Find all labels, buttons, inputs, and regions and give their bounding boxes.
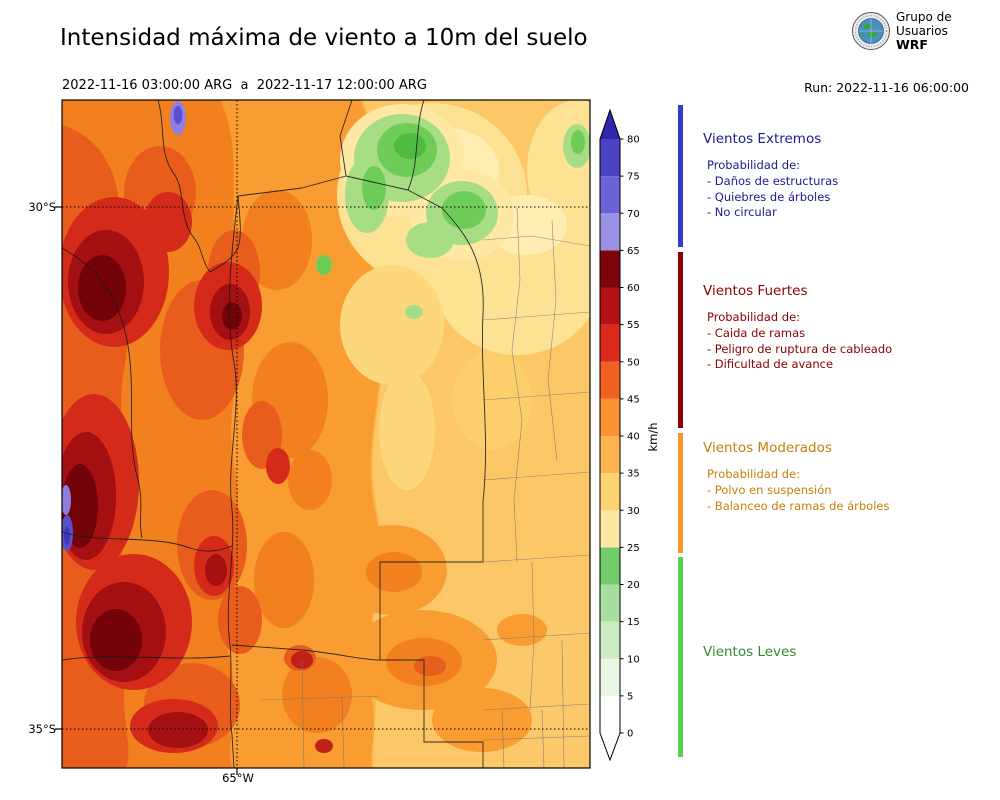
wrf-users-group-logo: Grupo de Usuarios WRF [851, 10, 952, 52]
svg-text:75: 75 [627, 172, 640, 183]
svg-text:60: 60 [627, 283, 640, 294]
svg-text:70: 70 [627, 209, 640, 220]
valid-period: 2022-11-16 03:00:00 ARG a 2022-11-17 12:… [62, 78, 427, 93]
run-timestamp: Run: 2022-11-16 06:00:00 [804, 80, 969, 95]
axis-ticks [55, 206, 238, 775]
svg-text:30: 30 [627, 506, 640, 517]
page-title: Intensidad máxima de viento a 10m del su… [60, 25, 588, 51]
svg-text:5: 5 [627, 691, 633, 702]
svg-text:25: 25 [627, 543, 640, 554]
department-boundaries [261, 207, 590, 768]
province-boundaries [62, 100, 486, 768]
legend-category-fuertes: Vientos Fuertes Probabilidad de: - Caida… [703, 283, 995, 373]
graticule-dotted-lines [62, 100, 590, 768]
category-title: Vientos Fuertes [703, 283, 808, 299]
category-probabilities: Probabilidad de: - Polvo en suspensión -… [703, 467, 995, 514]
logo-line-2: Usuarios [896, 23, 948, 38]
wind-intensity-map [55, 99, 591, 775]
probability-item: - No circular [707, 205, 777, 220]
moderate-winds-bar [678, 433, 683, 553]
strong-winds-bar [678, 252, 683, 428]
legend-category-extremos: Vientos Extremos Probabilidad de: - Daño… [703, 131, 995, 221]
probability-heading: Probabilidad de: [707, 467, 801, 481]
legend-category-leves: Vientos Leves [703, 644, 995, 660]
extreme-winds-bar [678, 105, 683, 247]
category-probabilities: Probabilidad de: - Caida de ramas - Peli… [703, 310, 995, 373]
svg-text:50: 50 [627, 357, 640, 368]
category-title: Vientos Leves [703, 644, 797, 660]
map-border [61, 99, 591, 769]
probability-item: - Peligro de ruptura de cableado [707, 341, 893, 356]
category-title: Vientos Extremos [703, 131, 822, 147]
probability-heading: Probabilidad de: [707, 158, 801, 172]
probability-item: - Daños de estructuras [707, 173, 839, 188]
svg-text:55: 55 [627, 320, 640, 331]
svg-text:80: 80 [627, 135, 640, 146]
category-probabilities: Probabilidad de: - Daños de estructuras … [703, 158, 995, 221]
svg-text:15: 15 [627, 617, 640, 628]
probability-item: - Polvo en suspensión [707, 482, 832, 497]
lat-label-30s: 30°S [28, 200, 56, 214]
probability-item: - Dificultad de avance [707, 357, 834, 372]
colorbar: 0 5 10 15 20 25 30 35 40 45 50 55 60 65 70 75 80 [599, 108, 640, 762]
probability-heading: Probabilidad de: [707, 310, 801, 324]
logo-line-3: WRF [896, 37, 928, 52]
light-winds-bar [678, 557, 683, 757]
lon-label-65w: 65°W [222, 771, 254, 785]
svg-text:40: 40 [627, 432, 640, 443]
svg-text:45: 45 [627, 394, 640, 405]
category-title: Vientos Moderados [703, 440, 832, 456]
svg-text:65: 65 [627, 246, 640, 257]
wind-field-contours [62, 100, 590, 768]
globe-icon [852, 12, 890, 51]
logo-line-1: Grupo de [896, 10, 952, 24]
probability-item: - Balanceo de ramas de árboles [707, 498, 890, 513]
lat-label-35s: 35°S [28, 722, 56, 736]
svg-text:0: 0 [627, 729, 633, 740]
legend-category-moderados: Vientos Moderados Probabilidad de: - Pol… [703, 440, 995, 514]
probability-item: - Caida de ramas [707, 325, 806, 340]
probability-item: - Quiebres de árboles [707, 189, 831, 204]
svg-text:35: 35 [627, 469, 640, 480]
svg-text:10: 10 [627, 654, 640, 665]
svg-text:20: 20 [627, 580, 640, 591]
colorbar-unit-label: km/h [646, 422, 660, 452]
